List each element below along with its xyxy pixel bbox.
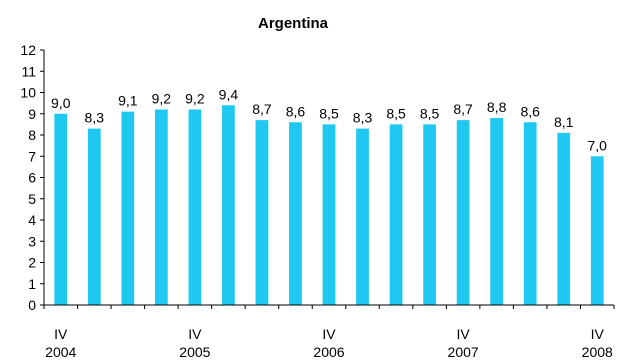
y-tick-label: 2: [28, 255, 36, 271]
bar: [289, 122, 302, 305]
bar: [523, 122, 537, 305]
x-tick-label-year: 2004: [45, 344, 76, 360]
data-label: 8,5: [420, 105, 440, 121]
y-tick-label: 1: [28, 276, 36, 292]
bar: [87, 128, 101, 305]
y-tick-label: 3: [28, 233, 36, 249]
bar: [322, 124, 336, 306]
y-tick-label: 9: [28, 106, 36, 122]
bar: [255, 120, 269, 306]
data-label: 9,4: [219, 86, 239, 102]
bar: [557, 132, 571, 305]
x-tick-label-year: 2005: [179, 344, 210, 360]
data-label: 8,8: [487, 99, 507, 115]
bar: [188, 109, 202, 305]
y-tick-label: 4: [28, 212, 36, 228]
data-label: 8,1: [554, 114, 574, 130]
data-label: 8,5: [319, 105, 339, 121]
data-labels-layer: 9,0 8,3 9,1 9,2 9,2 9,4 8,7 8,6 8,5 8,3 8,5 8,5 8,7 8…: [51, 86, 607, 153]
bar: [121, 111, 135, 306]
data-label: 8,3: [353, 110, 373, 126]
bar: [356, 128, 369, 305]
bar: [222, 105, 235, 305]
x-tick-label-quarter: IV: [457, 326, 471, 342]
x-tick-label-quarter: IV: [54, 326, 68, 342]
y-tick-label: 0: [28, 297, 36, 313]
axes-layer: 0123456789101112IV2004IV2005IV2006IV2007…: [20, 42, 615, 360]
data-label: 9,2: [185, 91, 205, 107]
bar: [590, 156, 604, 305]
y-tick-label: 7: [28, 148, 36, 164]
data-label: 9,0: [51, 95, 71, 111]
y-tick-label: 10: [20, 85, 36, 101]
x-tick-label-quarter: IV: [591, 326, 605, 342]
x-tick-label-year: 2006: [313, 344, 344, 360]
data-label: 8,7: [453, 101, 473, 117]
chart-title: Argentina: [258, 15, 329, 32]
data-label: 8,6: [520, 103, 540, 119]
bar: [389, 124, 403, 306]
bar: [490, 118, 504, 305]
data-label: 8,7: [252, 101, 272, 117]
bar: [54, 113, 68, 305]
x-tick-label-quarter: IV: [188, 326, 202, 342]
data-label: 8,5: [386, 105, 406, 121]
y-tick-label: 5: [28, 191, 36, 207]
data-label: 9,2: [152, 91, 172, 107]
data-label: 9,1: [118, 93, 138, 109]
data-label: 7,0: [588, 137, 608, 153]
x-tick-label-quarter: IV: [322, 326, 336, 342]
y-tick-label: 6: [28, 170, 36, 186]
x-tick-label-year: 2008: [582, 344, 613, 360]
y-tick-label: 12: [20, 42, 36, 58]
data-label: 8,3: [85, 110, 105, 126]
bar: [154, 109, 168, 305]
bars-layer: [54, 105, 604, 306]
bar: [456, 120, 470, 306]
bar: [423, 124, 436, 306]
data-label: 8,6: [286, 103, 306, 119]
y-tick-label: 8: [28, 127, 36, 143]
y-tick-label: 11: [21, 63, 36, 79]
x-tick-label-year: 2007: [448, 344, 479, 360]
